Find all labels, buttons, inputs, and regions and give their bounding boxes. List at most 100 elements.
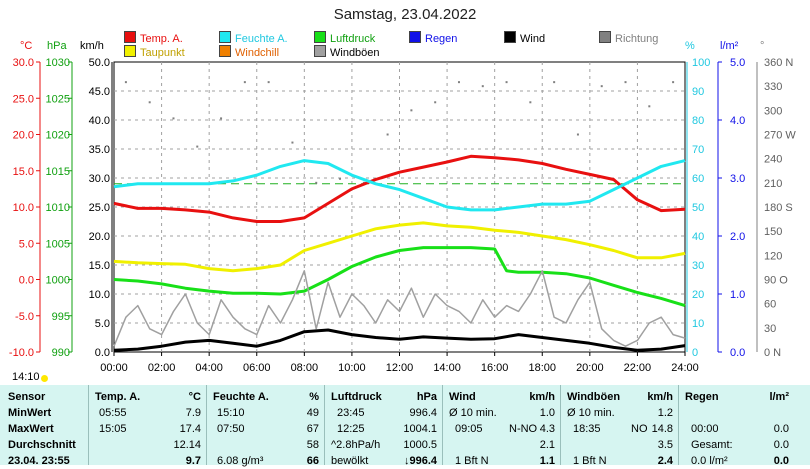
avg-label: Durchschnitt [8,439,76,451]
direction-point [553,81,556,84]
wind-tick-label: 35.0 [89,144,110,156]
legend-label: Windchill [235,47,280,59]
direction-point [339,177,342,180]
direction-tick-label: 90 O [764,275,788,287]
pressure-tick-label: 1030 [46,57,70,69]
gusts-min: 1.2 [657,407,673,419]
x-tick-label: 22:00 [624,362,652,374]
stats-table: Sensor MinWert MaxWert Durchschnitt 23.0… [0,385,810,467]
humidity-max-time: 07:50 [217,423,245,435]
direction-tick-label: 120 [764,250,782,262]
series-line-feuchte-a- [113,159,686,212]
pressure-tick-label: 1005 [46,238,70,250]
x-tick-label: 18:00 [528,362,556,374]
pressure-max-time: 12:25 [337,423,365,435]
x-tick-label: 20:00 [576,362,604,374]
legend-item-windb-en: Windböen [314,45,380,59]
x-tick-label: 00:00 [100,362,128,374]
legend-label: Taupunkt [140,47,185,59]
wind-max: 4.3 [539,423,555,435]
series-line-wind [113,328,686,352]
series-line-temp-a- [113,154,686,223]
temp-tick-label: 10.0 [13,202,34,214]
gusts-header: Windböen [567,391,621,403]
humidity-unit: % [309,391,319,403]
direction-point [434,101,437,104]
pressure-tick-label: 1000 [46,275,70,287]
humidity-tick-label: 60 [692,173,704,185]
direction-axis-unit: ° [760,40,765,52]
rain-axis-unit: l/m² [720,40,739,52]
max-label: MaxWert [8,423,54,435]
weather-state: bewölkt [331,455,369,467]
series-line-taupunkt [113,221,686,273]
humidity-max: 67 [306,423,319,435]
stats-labels-column: Sensor MinWert MaxWert Durchschnitt 23.0… [0,385,88,467]
pressure-unit: hPa [416,391,437,403]
chart-title: Samstag, 23.04.2022 [333,6,477,23]
pressure-tick-label: 1020 [46,130,70,142]
direction-point [624,81,627,84]
wind-tick-label: 50.0 [89,57,110,69]
rain-total: 0.0 [773,439,789,451]
rain-unit: l/m² [769,391,789,403]
pressure-current: ↓996.4 [403,455,437,467]
humidity-avg: 58 [306,439,319,451]
min-label: MinWert [8,407,52,419]
legend-item-regen: Regen [409,31,457,45]
pressure-trend: ^2.8hPa/h [331,439,381,451]
wind-beaufort: 1 Bft N [455,455,489,467]
rain-current: 0.0 [773,455,789,467]
direction-tick-label: 330 [764,81,782,93]
legend-item-feuchte-a-: Feuchte A. [219,31,288,45]
rain-header: Regen [685,391,719,403]
temp-tick-label: 15.0 [13,166,34,178]
stats-temp-column: Temp. A. °C 05:55 7.9 15:05 17.4 12.14 9.7 [88,385,207,467]
direction-point [457,81,460,84]
wind-min: 1.0 [539,407,555,419]
legend-swatch [219,45,231,57]
legend-item-luftdruck: Luftdruck [314,31,375,45]
legend-item-windchill: Windchill [219,45,279,59]
humidity-tick-label: 100 [692,57,710,69]
temp-tick-label: 0.0 [19,275,34,287]
temp-min: 7.9 [185,407,201,419]
humidity-tick-label: 0 [692,347,698,359]
gusts-avg: 3.5 [657,439,673,451]
stats-rain-column: Regen l/m² 00:00 0.0 Gesamt: 0.0 0.0 l/m² 0.… [678,385,810,467]
temp-axis-unit: °C [20,40,33,52]
humidity-axis-unit: % [685,40,695,52]
x-tick-label: 14:00 [433,362,461,374]
direction-tick-label: 300 [764,105,782,117]
humidity-current: 66 [306,455,319,467]
legend-swatch [124,31,136,43]
wind-tick-label: 25.0 [89,202,110,214]
temp-tick-label: 5.0 [19,238,34,250]
direction-tick-label: 210 [764,178,782,190]
wind-max-dir: N-NO [509,423,538,435]
temp-max: 17.4 [179,423,201,435]
rain-rate: 0.0 l/m² [691,455,728,467]
gusts-min-label: Ø 10 min. [567,407,615,419]
wind-axis-unit: km/h [80,40,104,52]
direction-tick-label: 0 N [764,347,781,359]
legend-swatch [599,31,611,43]
direction-point [243,81,246,84]
pressure-tick-label: 995 [52,311,70,323]
pressure-tick-label: 990 [52,347,70,359]
legend-swatch [314,45,326,57]
temp-max-time: 15:05 [99,423,127,435]
direction-point [600,85,603,88]
temp-tick-label: -10.0 [9,347,34,359]
wind-tick-label: 0.0 [95,347,110,359]
legend-label: Richtung [615,33,659,45]
sensor-header: Sensor [8,391,46,403]
direction-tick-label: 240 [764,154,782,166]
temp-min-time: 05:55 [99,407,127,419]
direction-tick-label: 60 [764,299,776,311]
legend-item-taupunkt: Taupunkt [124,45,185,59]
direction-point [315,181,318,184]
legend-swatch [409,31,421,43]
wind-tick-label: 15.0 [89,260,110,272]
legend-label: Regen [425,33,458,45]
